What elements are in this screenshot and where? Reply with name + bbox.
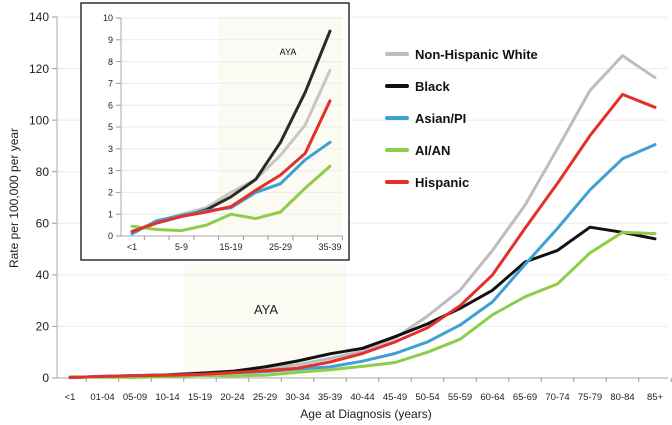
inset-y-tick-label: 8: [108, 57, 113, 67]
main-y-tick-label: 20: [36, 320, 50, 334]
legend-label-hispanic: Hispanic: [415, 175, 469, 190]
inset-x-tick-labels: <1 5-9 15-19 25-29 35-39: [127, 242, 342, 252]
main-x-tick-label: 75-79: [578, 392, 602, 403]
inset-y-tick-label: 2: [108, 188, 113, 198]
inset-series-lines: [130, 29, 332, 236]
main-x-tick-label: 20-24: [220, 392, 244, 403]
legend-label-asian-pi: Asian/PI: [415, 111, 466, 126]
inset-axes: [116, 17, 343, 240]
inset-series-hispanic: [130, 99, 332, 234]
main-axes: [52, 16, 672, 382]
legend: Non-Hispanic White Black Asian/PI AI/AN Hisp…: [385, 47, 538, 190]
inset-x-tick-label: <1: [127, 242, 137, 252]
main-x-tick-label: 15-19: [188, 392, 212, 403]
x-axis-title: Age at Diagnosis (years): [300, 407, 431, 421]
legend-item-hispanic: Hispanic: [385, 175, 469, 190]
inset-y-tick-label: 3: [108, 144, 113, 154]
main-x-tick-label: 55-59: [448, 392, 472, 403]
legend-label-black: Black: [415, 79, 450, 94]
main-aya-label: AYA: [254, 302, 278, 317]
legend-item-non-hispanic-white: Non-Hispanic White: [385, 47, 538, 62]
main-x-tick-label: 85+: [647, 392, 664, 403]
main-y-tick-label: 60: [36, 216, 50, 230]
main-x-tick-label: 65-69: [513, 392, 537, 403]
main-x-tick-label: 60-64: [480, 392, 504, 403]
main-y-tick-label: 100: [29, 113, 49, 127]
main-x-tick-label: 10-14: [155, 392, 179, 403]
inset-x-tick-label: 35-39: [318, 242, 341, 252]
y-axis-title: Rate per 100,000 per year: [7, 128, 21, 268]
main-y-tick-label: 0: [42, 371, 49, 385]
inset-y-tick-label: 5: [108, 122, 113, 132]
main-x-tick-label: <1: [65, 392, 76, 403]
inset-y-tick-label: 10: [103, 13, 113, 23]
inset-series-ai-an: [130, 164, 332, 233]
main-x-tick-label: 05-09: [123, 392, 147, 403]
inset-chart: 0 1 2 3 3 5 6 7 8 9 10 <1 5-9 15-19 25-29 35-39 AYA: [80, 2, 350, 261]
inset-x-tick-label: 25-29: [269, 242, 292, 252]
main-x-tick-label: 45-49: [383, 392, 407, 403]
main-y-tick-label: 120: [29, 62, 49, 76]
main-y-tick-label: 40: [36, 268, 50, 282]
legend-item-ai-an: AI/AN: [385, 143, 450, 158]
legend-label-non-hispanic-white: Non-Hispanic White: [415, 47, 538, 62]
legend-item-black: Black: [385, 79, 450, 94]
main-x-tick-label: 50-54: [415, 392, 439, 403]
main-y-tick-label: 140: [29, 10, 49, 24]
inset-y-tick-labels: 0 1 2 3 3 5 6 7 8 9 10: [103, 13, 113, 241]
inset-y-tick-label: 3: [108, 166, 113, 176]
inset-y-tick-label: 9: [108, 35, 113, 45]
main-series-lines: [68, 54, 657, 380]
main-x-tick-label: 80-84: [610, 392, 634, 403]
main-x-tick-label: 40-44: [350, 392, 374, 403]
inset-x-tick-label: 5-9: [175, 242, 188, 252]
main-y-tick-label: 80: [36, 165, 50, 179]
inset-aya-label: AYA: [280, 47, 297, 57]
inset-y-tick-label: 1: [108, 209, 113, 219]
legend-item-asian-pi: Asian/PI: [385, 111, 466, 126]
main-series-hispanic: [68, 92, 657, 379]
inset-y-tick-label: 0: [108, 231, 113, 241]
inset-y-tick-label: 6: [108, 100, 113, 110]
main-x-tick-label: 70-74: [545, 392, 569, 403]
inset-gridlines: [121, 17, 343, 215]
inset-y-tick-label: 7: [108, 79, 113, 89]
main-x-tick-labels: <1 01-04 05-09 10-14 15-19 20-24 25-29 30-34 35-…: [65, 392, 664, 403]
main-x-tick-label: 35-39: [318, 392, 342, 403]
main-x-tick-label: 30-34: [285, 392, 309, 403]
legend-label-ai-an: AI/AN: [415, 143, 450, 158]
main-x-tick-label: 25-29: [253, 392, 277, 403]
main-x-tick-label: 01-04: [90, 392, 114, 403]
inset-x-tick-label: 15-19: [219, 242, 242, 252]
main-y-tick-labels: 0 20 40 60 80 100 120 140: [29, 10, 49, 385]
